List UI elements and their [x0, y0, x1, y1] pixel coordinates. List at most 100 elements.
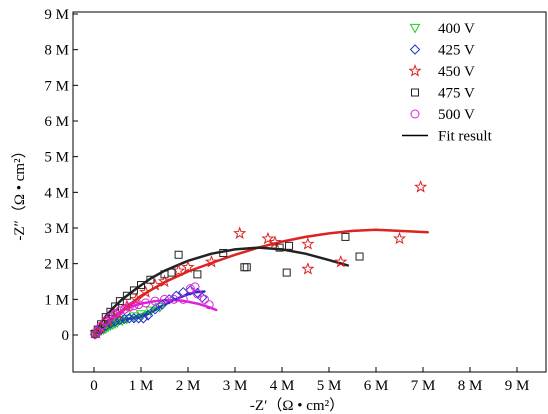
data-point-450v: [301, 262, 315, 275]
data-point-475v: [101, 313, 110, 322]
data-point-425v: [124, 313, 135, 324]
data-point-425v: [119, 313, 130, 325]
data-point-475v: [137, 281, 145, 290]
data-point-500v: [96, 321, 106, 331]
data-point-450v: [157, 274, 172, 288]
y-tick-label: 8 M: [44, 43, 69, 59]
data-point-500v: [124, 302, 134, 312]
data-point-450v: [233, 226, 247, 239]
data-point-500v: [192, 289, 202, 299]
data-point-425v: [100, 320, 111, 332]
data-point-425v: [105, 318, 116, 329]
data-point-475v: [355, 252, 364, 261]
x-tick-label: 7 M: [411, 378, 436, 394]
data-point-450v: [268, 235, 282, 248]
legend-marker-450v: [408, 64, 422, 77]
data-point-425v: [142, 310, 154, 321]
plot-frame: [72, 11, 547, 373]
y-tick-label: 2 M: [44, 257, 69, 273]
x-tick-label: 3 M: [223, 378, 248, 394]
x-tick-label: 9 M: [505, 378, 530, 394]
x-tick-label: 4 M: [270, 378, 295, 394]
data-point-500v: [93, 326, 103, 336]
data-point-450v: [301, 237, 315, 250]
data-point-425v: [114, 314, 126, 326]
data-point-500v: [185, 284, 195, 294]
y-tick-label: 3 M: [44, 221, 69, 237]
data-point-425v: [138, 313, 149, 324]
data-point-475v: [193, 270, 202, 279]
y-tick-label: 1 M: [44, 292, 69, 308]
fit-curve-500v: [92, 298, 218, 337]
data-point-425v: [149, 304, 161, 315]
data-points: [89, 180, 428, 340]
legend: 400 V 425 V 450 V 475 V 500 V Fit result: [402, 21, 493, 145]
data-point-475v: [341, 232, 350, 241]
data-point-450v: [414, 180, 428, 193]
data-point-500v: [160, 294, 169, 304]
data-point-450v: [261, 231, 275, 245]
legend-label: 400 V: [438, 21, 475, 37]
data-point-475v: [122, 291, 131, 300]
data-point-500v: [178, 294, 188, 304]
data-point-475v: [146, 275, 155, 284]
legend-label: 450 V: [438, 64, 475, 80]
data-point-425v: [196, 292, 208, 303]
legend-marker-500v: [410, 109, 420, 119]
data-point-400v: [135, 310, 147, 320]
data-point-425v: [128, 313, 140, 324]
y-tick-label: 5 M: [44, 150, 69, 166]
legend-marker-475v: [411, 88, 419, 97]
data-point-450v: [139, 285, 153, 298]
legend-marker-400v: [409, 23, 421, 34]
data-point-425v: [171, 290, 182, 301]
x-axis-label: -Z′（Ω • cm²）: [250, 397, 344, 414]
x-tick-label: 1 M: [129, 378, 154, 394]
legend-label: 475 V: [438, 86, 475, 102]
data-point-450v: [204, 254, 219, 268]
data-point-475v: [219, 248, 228, 257]
legend-label: Fit result: [438, 129, 493, 145]
data-point-500v: [110, 309, 120, 319]
data-point-425v: [185, 285, 196, 296]
x-tick-label: 8 M: [458, 378, 483, 394]
y-tick-label: 6 M: [44, 114, 69, 130]
data-point-400v: [128, 312, 140, 322]
data-point-500v: [150, 296, 160, 306]
data-point-475v: [285, 241, 294, 250]
data-point-500v: [199, 294, 209, 304]
data-point-500v: [169, 294, 179, 304]
data-point-475v: [242, 263, 251, 272]
data-point-475v: [240, 263, 249, 272]
data-point-450v: [181, 260, 195, 273]
data-point-425v: [133, 313, 144, 324]
data-point-475v: [167, 268, 176, 277]
data-point-500v: [134, 300, 144, 310]
x-tick-label: 2 M: [176, 378, 201, 394]
data-point-500v: [129, 301, 139, 311]
x-tick-label: 5 M: [317, 378, 342, 394]
data-point-450v: [392, 231, 407, 245]
x-tick-label: 6 M: [364, 378, 389, 394]
data-point-500v: [120, 304, 130, 314]
data-point-475v: [174, 250, 183, 259]
y-tick-label: 4 M: [44, 185, 69, 201]
data-point-475v: [282, 268, 291, 277]
axis-ticks: 0 1 M 2 M 3 M 4 M 5 M 6 M 7 M 8 M 9 M 0 1 M 2 M 3 M 4 …: [44, 7, 529, 394]
y-axis-label: -Z″（Ω • cm²）: [11, 143, 28, 240]
legend-marker-425v: [409, 44, 421, 55]
y-tick-label: 7 M: [44, 78, 69, 94]
data-point-500v: [204, 300, 214, 310]
y-tick-label: 0: [62, 328, 70, 344]
y-tick-label: 9 M: [44, 7, 69, 23]
data-point-500v: [115, 306, 125, 316]
legend-label: 425 V: [438, 43, 475, 59]
data-point-475v: [275, 243, 284, 252]
data-point-450v: [334, 254, 348, 268]
data-point-450v: [101, 313, 115, 327]
data-point-475v: [129, 286, 138, 295]
data-point-500v: [141, 298, 151, 308]
data-point-425v: [163, 294, 175, 305]
x-tick-label: 0: [90, 378, 98, 394]
